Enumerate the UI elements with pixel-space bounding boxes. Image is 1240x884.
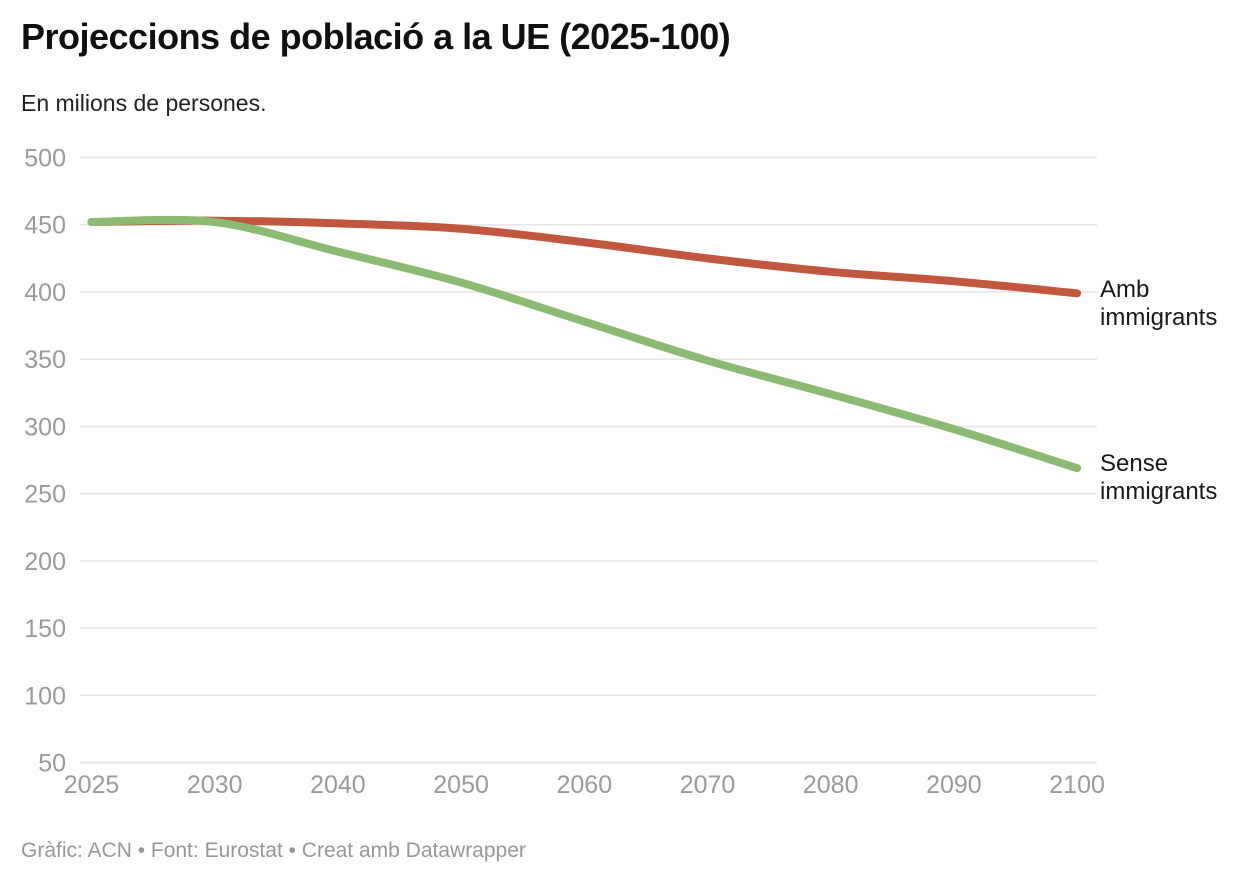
line-series-sense-immigrants xyxy=(87,215,1082,473)
x-tick-label-2100: 2100 xyxy=(1049,771,1105,799)
y-tick-label-250: 250 xyxy=(24,481,66,509)
y-tick-label-450: 450 xyxy=(24,212,66,240)
x-tick-label-2060: 2060 xyxy=(556,771,612,799)
page-title: Projeccions de població a la UE (2025-10… xyxy=(21,16,731,57)
x-tick-label-2090: 2090 xyxy=(926,771,982,799)
y-tick-label-400: 400 xyxy=(24,279,66,307)
series-label-sense-immigrants: Sense immigrants xyxy=(1100,450,1218,505)
x-tick-label-2080: 2080 xyxy=(803,771,859,799)
x-tick-label-2050: 2050 xyxy=(433,771,489,799)
attribution-line: Gràfic: ACN • Font: Eurostat • Creat amb… xyxy=(21,839,526,862)
line-series-amb-immigrants xyxy=(87,216,1082,298)
y-tick-label-50: 50 xyxy=(38,750,66,778)
y-tick-label-300: 300 xyxy=(24,413,66,441)
x-tick-label-2025: 2025 xyxy=(64,771,120,799)
y-tick-label-200: 200 xyxy=(24,548,66,576)
x-tick-label-2030: 2030 xyxy=(187,771,243,799)
x-tick-label-2040: 2040 xyxy=(310,771,366,799)
x-tick-label-2070: 2070 xyxy=(680,771,736,799)
chart-subtitle: En milions de persones. xyxy=(21,90,267,116)
y-tick-label-350: 350 xyxy=(24,346,66,374)
y-tick-label-500: 500 xyxy=(24,145,66,173)
series-label-amb-immigrants: Amb immigrants xyxy=(1100,276,1218,331)
y-tick-label-150: 150 xyxy=(24,615,66,643)
y-tick-label-100: 100 xyxy=(24,682,66,710)
